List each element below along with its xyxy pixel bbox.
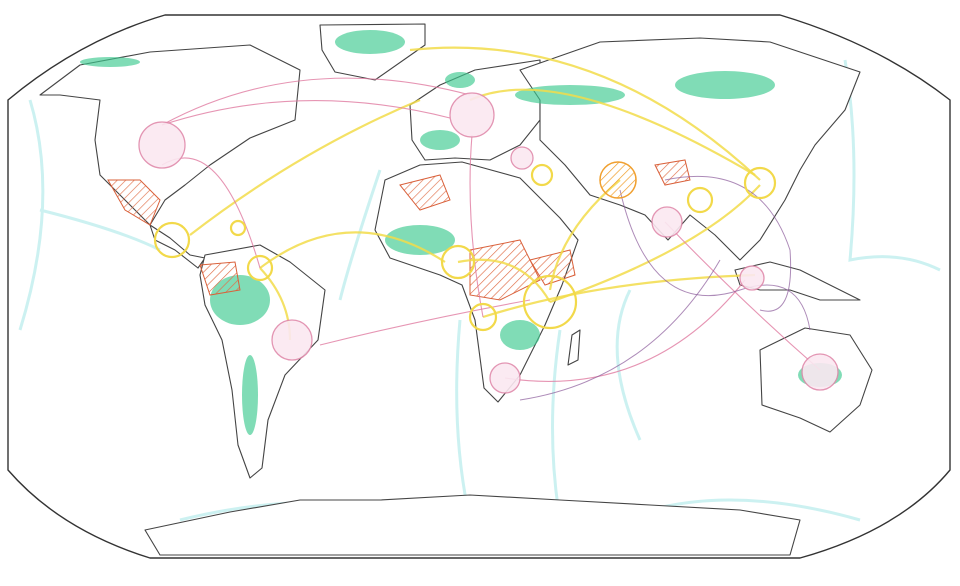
hub-middle-east <box>510 146 534 170</box>
hub-south-asia <box>651 206 683 238</box>
trade-flows <box>161 46 821 401</box>
central-america <box>149 224 206 269</box>
hub-northern-south-america <box>246 254 274 282</box>
hub-west-africa <box>440 244 476 280</box>
hub-australia <box>801 353 839 391</box>
hub-east-africa <box>522 274 578 330</box>
hub-southern-africa <box>489 362 521 394</box>
hub-arabia <box>530 163 554 187</box>
hub-southeast-asia <box>739 265 765 291</box>
hubs <box>138 92 839 394</box>
hub-caribbean <box>229 219 247 237</box>
hub-europe <box>449 92 495 138</box>
hub-persia <box>599 161 637 199</box>
hub-north-america <box>138 121 186 169</box>
hub-east-asia <box>743 166 777 200</box>
hub-central-africa <box>468 302 498 332</box>
hatched-regions <box>107 159 691 301</box>
hub-indochina <box>686 186 714 214</box>
hub-south-america <box>271 319 313 361</box>
hub-central-america <box>153 221 191 259</box>
madagascar <box>567 329 581 366</box>
antarctica <box>144 494 801 556</box>
